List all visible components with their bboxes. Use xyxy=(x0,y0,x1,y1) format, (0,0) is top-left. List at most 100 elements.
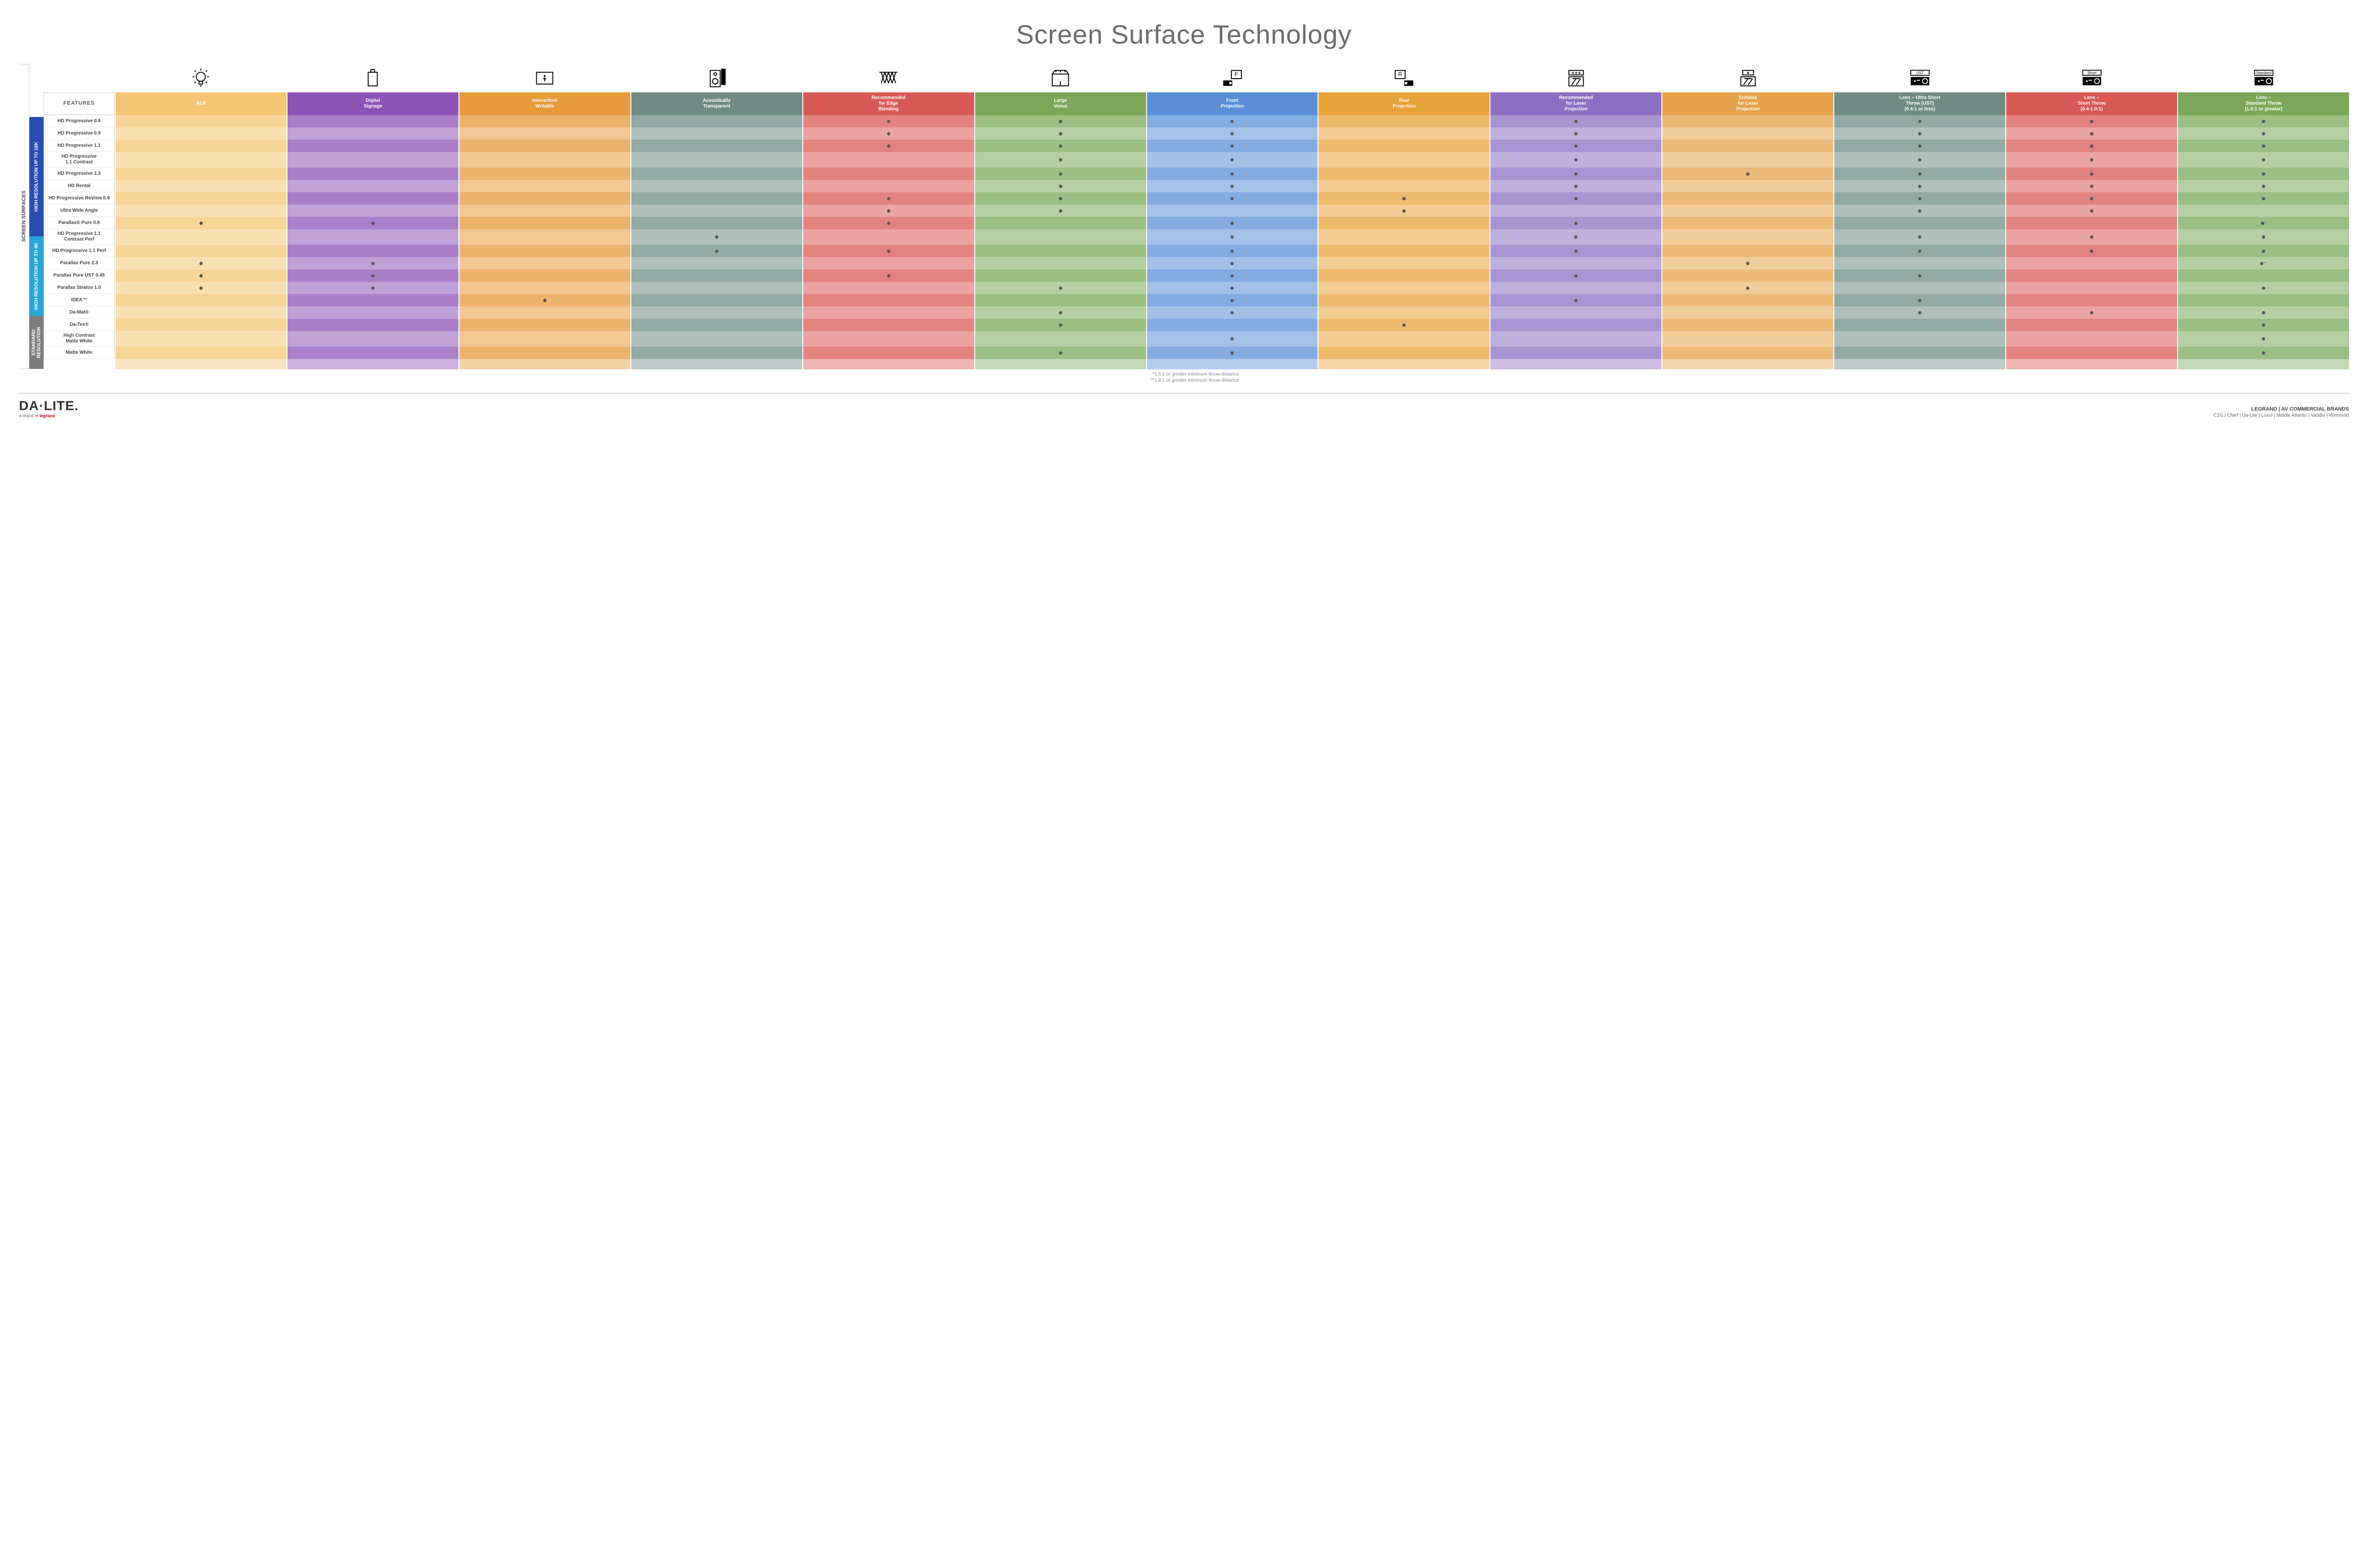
cell xyxy=(2006,127,2177,140)
table-row: HD Progressive ReView 0.9 xyxy=(44,192,2349,205)
cell xyxy=(116,168,287,180)
cell xyxy=(1490,205,1661,217)
row-label: HD Progressive ReView 0.9 xyxy=(44,192,115,205)
row-label: HD Progressive 0.6 xyxy=(44,115,115,127)
svg-text:UST: UST xyxy=(1916,71,1924,75)
cell xyxy=(2178,269,2349,282)
cell xyxy=(287,127,458,140)
cell xyxy=(2178,306,2349,319)
cell xyxy=(2006,331,2177,347)
cell xyxy=(803,217,974,229)
cell xyxy=(803,294,974,306)
table-row: HD Progressive 1.3 xyxy=(44,168,2349,180)
row-label: HD Progressive 1.1 xyxy=(44,140,115,152)
cell xyxy=(975,294,1146,306)
cell xyxy=(1834,168,2005,180)
cell xyxy=(631,152,802,168)
cell xyxy=(1319,115,1489,127)
table-row: Parallax® Pure 0.8* xyxy=(44,217,2349,229)
cell xyxy=(116,192,287,205)
cell xyxy=(1319,152,1489,168)
cell xyxy=(287,294,458,306)
cell xyxy=(1147,257,1318,269)
cell xyxy=(459,269,630,282)
cell xyxy=(803,115,974,127)
svg-text:R: R xyxy=(1398,72,1402,78)
cell xyxy=(459,205,630,217)
cell xyxy=(2006,168,2177,180)
row-label: HD Rental xyxy=(44,180,115,192)
cell xyxy=(1319,245,1489,257)
cell xyxy=(1834,229,2005,245)
row-label: HD Progressive 1.3 xyxy=(44,168,115,180)
row-label: Parallax Pure 2.3 xyxy=(44,257,115,269)
cell xyxy=(459,168,630,180)
cell xyxy=(803,205,974,217)
col-header-10: Lens – Ultra ShortThrow (UST)(0.4:1 or l… xyxy=(1834,92,2005,115)
col-header-8: Recommendedfor LaserProjection xyxy=(1490,92,1661,115)
cell xyxy=(1662,269,1833,282)
table-row: IDEA™ xyxy=(44,294,2349,306)
cell xyxy=(287,140,458,152)
cell xyxy=(975,152,1146,168)
cell xyxy=(2178,294,2349,306)
cell xyxy=(1490,257,1661,269)
row-label: Matte White xyxy=(44,347,115,359)
header-row: FEATURESALRDigitalSignageInteractive/Wri… xyxy=(44,92,2349,115)
cell xyxy=(631,269,802,282)
cell xyxy=(1319,331,1489,347)
cell xyxy=(1662,331,1833,347)
cell xyxy=(116,257,287,269)
cell xyxy=(2178,127,2349,140)
cell xyxy=(975,245,1146,257)
cell xyxy=(2178,347,2349,359)
cell xyxy=(287,257,458,269)
cell xyxy=(287,205,458,217)
cell xyxy=(2178,331,2349,347)
cell xyxy=(1147,192,1318,205)
table-row: Ultra Wide Angle xyxy=(44,205,2349,217)
cell xyxy=(2006,115,2177,127)
cell xyxy=(975,115,1146,127)
cell xyxy=(1319,319,1489,331)
cell xyxy=(459,347,630,359)
cell xyxy=(1490,282,1661,294)
cell xyxy=(1319,347,1489,359)
cell xyxy=(631,257,802,269)
row-label: HD Progressive 1.1 Perf xyxy=(44,245,115,257)
cell xyxy=(975,347,1146,359)
front-icon: F xyxy=(1147,64,1318,92)
cell xyxy=(1834,282,2005,294)
cell xyxy=(975,127,1146,140)
cell xyxy=(1834,269,2005,282)
cell xyxy=(2178,115,2349,127)
speaker-icon xyxy=(631,64,802,92)
cell xyxy=(975,205,1146,217)
cell xyxy=(1319,205,1489,217)
cell xyxy=(459,140,630,152)
table-row: Da-Tex® xyxy=(44,319,2349,331)
cell xyxy=(287,229,458,245)
cell xyxy=(2178,152,2349,168)
cell xyxy=(631,217,802,229)
cell xyxy=(631,331,802,347)
col-header-0: ALR xyxy=(116,92,287,115)
cell xyxy=(803,180,974,192)
cell xyxy=(803,168,974,180)
cell xyxy=(1834,217,2005,229)
cell xyxy=(1834,152,2005,168)
table-row: HD Progressive 1.1 xyxy=(44,140,2349,152)
cell xyxy=(459,294,630,306)
short-icon: Short xyxy=(2006,64,2177,92)
cell xyxy=(975,217,1146,229)
cell xyxy=(1147,269,1318,282)
cell xyxy=(1147,205,1318,217)
cell xyxy=(287,331,458,347)
cell xyxy=(2006,192,2177,205)
bulb-icon xyxy=(116,64,287,92)
cell xyxy=(116,245,287,257)
row-label: HD Progressive 0.9 xyxy=(44,127,115,140)
brand-sub: A brand of legrand xyxy=(19,413,79,418)
std-icon: Standard xyxy=(2178,64,2349,92)
brand-logo: DA·LITE. xyxy=(19,398,79,413)
